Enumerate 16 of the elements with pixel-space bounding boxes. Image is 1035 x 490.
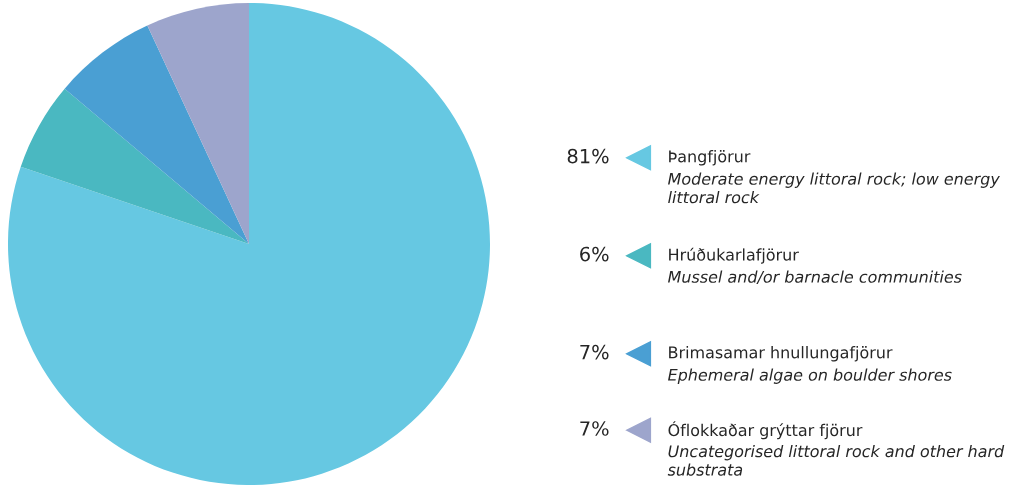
data-label: 7% bbox=[580, 421, 609, 436]
data-label: 81% bbox=[567, 148, 609, 164]
data-label: 7% bbox=[580, 344, 609, 360]
text: Uncategorised littoral rock and other hard substrata bbox=[667, 444, 1005, 476]
text: Ephemeral algae on boulder shores bbox=[668, 368, 952, 384]
text: Mussel and/or barnacle communities bbox=[668, 270, 962, 285]
text: Moderate energy littoral rock; low energy littoral rock bbox=[668, 172, 1000, 204]
legend-label: Óflokkaðar grýttar fjörur bbox=[668, 421, 863, 440]
legend-label: Þangfjörur bbox=[669, 150, 751, 166]
pie-slice bbox=[147, 3, 249, 244]
pie-slice bbox=[64, 25, 249, 244]
pie-slice bbox=[8, 3, 490, 485]
data-label: 6% bbox=[580, 246, 609, 262]
pie-slice bbox=[20, 88, 249, 244]
legend-label: Hrúðukarlafjörur bbox=[669, 247, 799, 264]
legend-label: Brimasamar hnullungafjörur bbox=[669, 346, 893, 362]
